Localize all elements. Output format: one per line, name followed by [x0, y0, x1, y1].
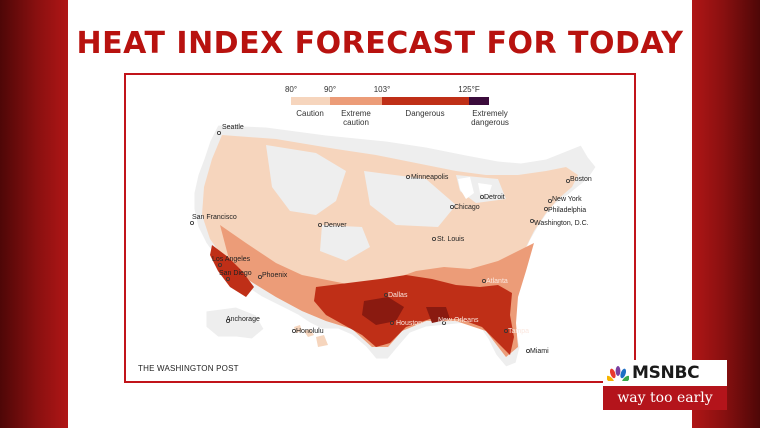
hawaii-islands — [294, 325, 328, 347]
city-label-minneapolis: Minneapolis — [411, 174, 449, 181]
legend-tick-125: 125°F — [458, 85, 480, 94]
city-label-washington: Washington, D.C. — [534, 220, 589, 227]
map-frame: 80° 90° 103° 125°F Caution Extreme cauti… — [124, 73, 636, 383]
legend-label-caution: Caution — [296, 109, 324, 118]
city-marker-washington — [529, 218, 534, 223]
show-name: way too early — [603, 386, 727, 410]
city-labels: Seattle San Francisco Los Angeles San Di… — [192, 124, 592, 355]
legend-label-extreme-caution: Extreme caution — [341, 109, 371, 128]
city-marker-miami — [525, 348, 530, 353]
city-marker-los-angeles — [218, 262, 223, 267]
heat-index-map: Seattle San Francisco Los Angeles San Di… — [190, 124, 597, 368]
city-label-san-francisco: San Francisco — [192, 214, 237, 221]
legend-tick-90: 90° — [323, 85, 337, 94]
city-marker-minneapolis — [405, 175, 410, 180]
city-label-phoenix: Phoenix — [262, 272, 288, 279]
city-label-detroit: Detroit — [484, 194, 505, 201]
city-label-philadelphia: Philadelphia — [548, 207, 586, 214]
no-warning-mountain — [320, 225, 370, 261]
city-marker-chicago — [449, 204, 454, 209]
peacock-icon — [607, 366, 629, 381]
city-label-tampa: Tampa — [508, 328, 529, 335]
legend-swatch-dangerous — [382, 97, 469, 105]
great-lakes — [458, 177, 492, 199]
background-left — [0, 0, 68, 428]
city-label-honolulu: Honolulu — [296, 328, 324, 335]
no-warning-central — [364, 171, 456, 227]
legend-tick-103: 103° — [373, 85, 391, 94]
headline: HEAT INDEX FORECAST FOR TODAY — [76, 26, 684, 61]
city-label-chicago: Chicago — [454, 204, 480, 211]
city-marker-boston — [565, 179, 570, 184]
city-markers — [190, 131, 570, 353]
msnbc-logo-top: MSNBC — [603, 360, 727, 386]
city-marker-st-louis — [431, 236, 436, 241]
city-label-dallas: Dallas — [388, 292, 408, 299]
dangerous-zone-south — [314, 275, 514, 355]
city-marker-philadelphia — [543, 206, 548, 211]
city-label-atlanta: Atlanta — [486, 278, 508, 285]
city-marker-san-francisco — [190, 220, 195, 225]
city-marker-detroit — [479, 195, 484, 200]
msnbc-wordmark: MSNBC — [632, 363, 700, 383]
city-marker-atlanta — [481, 278, 486, 283]
city-label-new-york: New York — [552, 196, 582, 203]
legend-swatch-extreme-caution — [330, 97, 382, 105]
legend-label-dangerous: Dangerous — [405, 109, 445, 118]
city-label-seattle: Seattle — [222, 124, 244, 131]
msnbc-logo: MSNBC way too early — [603, 360, 727, 410]
city-label-san-diego: San Diego — [219, 270, 252, 277]
city-marker-new-orleans — [441, 320, 446, 325]
city-marker-phoenix — [257, 274, 262, 279]
city-marker-houston — [389, 320, 394, 325]
city-marker-seattle — [217, 131, 222, 136]
no-warning-west — [266, 145, 346, 215]
city-marker-anchorage — [226, 318, 231, 323]
city-label-st-louis: St. Louis — [437, 236, 465, 243]
dangerous-zone-southwest — [210, 245, 254, 297]
city-marker-new-york — [547, 199, 552, 204]
legend-swatch-extremely-dangerous — [469, 97, 489, 105]
extremely-dangerous-texas — [362, 297, 404, 325]
city-label-los-angeles: Los Angeles — [212, 256, 251, 263]
city-marker-denver — [317, 222, 322, 227]
city-marker-san-diego — [226, 276, 231, 281]
legend-tick-80: 80° — [284, 85, 298, 94]
extremely-dangerous-gulf — [426, 307, 450, 323]
legend-swatch-caution — [291, 97, 330, 105]
city-label-denver: Denver — [324, 222, 347, 229]
city-label-houston: Houston — [396, 320, 422, 327]
city-label-boston: Boston — [570, 176, 592, 183]
city-marker-tampa — [503, 328, 508, 333]
background-right — [692, 0, 760, 428]
city-marker-dallas — [383, 292, 388, 297]
city-label-anchorage: Anchorage — [226, 316, 260, 323]
source-credit: THE WASHINGTON POST — [138, 364, 239, 373]
alaska-outline — [205, 306, 265, 340]
legend-label-extremely-dangerous: Extremely dangerous — [471, 109, 509, 128]
city-label-new-orleans: New Orleans — [438, 317, 479, 324]
city-marker-honolulu — [291, 328, 296, 333]
city-label-miami: Miami — [530, 348, 549, 355]
